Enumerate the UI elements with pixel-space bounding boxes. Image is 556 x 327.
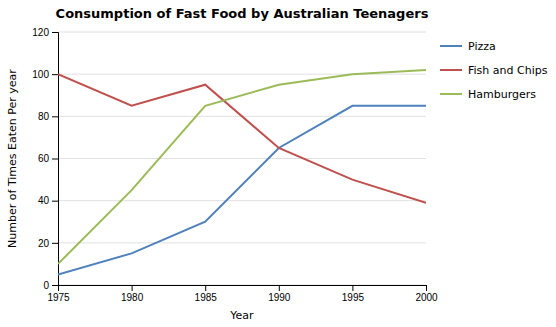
y-tick-mark — [52, 32, 58, 33]
x-tick-mark — [132, 285, 133, 291]
grid-line — [58, 32, 426, 33]
x-tick: 1975 — [47, 285, 70, 303]
x-tick-mark — [426, 285, 427, 291]
x-tick: 1990 — [268, 285, 291, 303]
y-tick-label: 100 — [32, 69, 49, 80]
y-axis: 0 20 40 60 80 100 120 — [32, 27, 58, 291]
x-tick-label: 2000 — [415, 292, 438, 303]
x-tick-mark — [279, 285, 280, 291]
x-tick: 2000 — [415, 285, 438, 303]
x-tick-label: 1985 — [195, 292, 218, 303]
y-tick: 120 — [32, 27, 58, 38]
y-tick-mark — [52, 159, 58, 160]
y-axis-title: Number of Times Eaten Per year — [6, 69, 19, 248]
y-tick-mark — [52, 74, 58, 75]
legend-swatch — [440, 93, 462, 95]
y-tick-label: 120 — [32, 27, 49, 38]
legend: Pizza Fish and Chips Hamburgers — [440, 40, 548, 101]
series-line — [58, 70, 426, 264]
legend-item: Fish and Chips — [440, 64, 548, 77]
title: Consumption of Fast Food by Australian T… — [56, 6, 429, 21]
x-tick: 1985 — [195, 285, 218, 303]
y-tick-mark — [52, 243, 58, 244]
legend-item: Pizza — [440, 40, 496, 53]
series-line — [58, 106, 426, 275]
grid-line — [58, 158, 426, 159]
y-tick: 100 — [32, 69, 58, 80]
y-tick-label: 40 — [38, 195, 50, 206]
series-line — [58, 74, 426, 203]
y-tick: 40 — [38, 195, 58, 206]
y-tick-label: 20 — [38, 238, 50, 249]
x-tick-mark — [352, 285, 353, 291]
x-tick-mark — [205, 285, 206, 291]
y-tick-label: 0 — [43, 280, 49, 291]
x-tick: 1980 — [121, 285, 144, 303]
y-tick-label: 80 — [38, 111, 50, 122]
grid — [58, 32, 426, 285]
y-tick-mark — [52, 116, 58, 117]
y-tick: 0 — [43, 280, 58, 291]
x-tick: 1995 — [342, 285, 365, 303]
legend-label: Hamburgers — [468, 88, 536, 101]
y-tick-mark — [52, 201, 58, 202]
y-tick: 80 — [38, 111, 58, 122]
x-tick-label: 1995 — [342, 292, 365, 303]
x-tick-label: 1975 — [47, 292, 70, 303]
chart: 1975 1980 1985 1990 1995 2000 0 20 40 60 80 100 120 C… — [0, 0, 556, 327]
plot: 1975 1980 1985 1990 1995 2000 0 20 40 60 80 100 120 — [32, 27, 438, 303]
x-tick-label: 1980 — [121, 292, 144, 303]
y-axis-line — [52, 33, 59, 286]
lines — [58, 70, 426, 275]
grid-line — [58, 200, 426, 201]
x-axis: 1975 1980 1985 1990 1995 2000 — [47, 285, 438, 303]
y-tick: 60 — [38, 153, 58, 164]
y-tick: 20 — [38, 238, 58, 249]
x-axis-line — [59, 286, 427, 292]
x-tick-label: 1990 — [268, 292, 291, 303]
x-axis-title: Year — [229, 309, 254, 322]
legend-item: Hamburgers — [440, 88, 536, 101]
y-tick-mark — [52, 285, 58, 286]
legend-label: Pizza — [468, 40, 496, 53]
legend-swatch — [440, 45, 462, 47]
grid-line — [58, 242, 426, 243]
legend-swatch — [440, 69, 462, 71]
legend-label: Fish and Chips — [468, 64, 548, 77]
y-tick-label: 60 — [38, 153, 50, 164]
